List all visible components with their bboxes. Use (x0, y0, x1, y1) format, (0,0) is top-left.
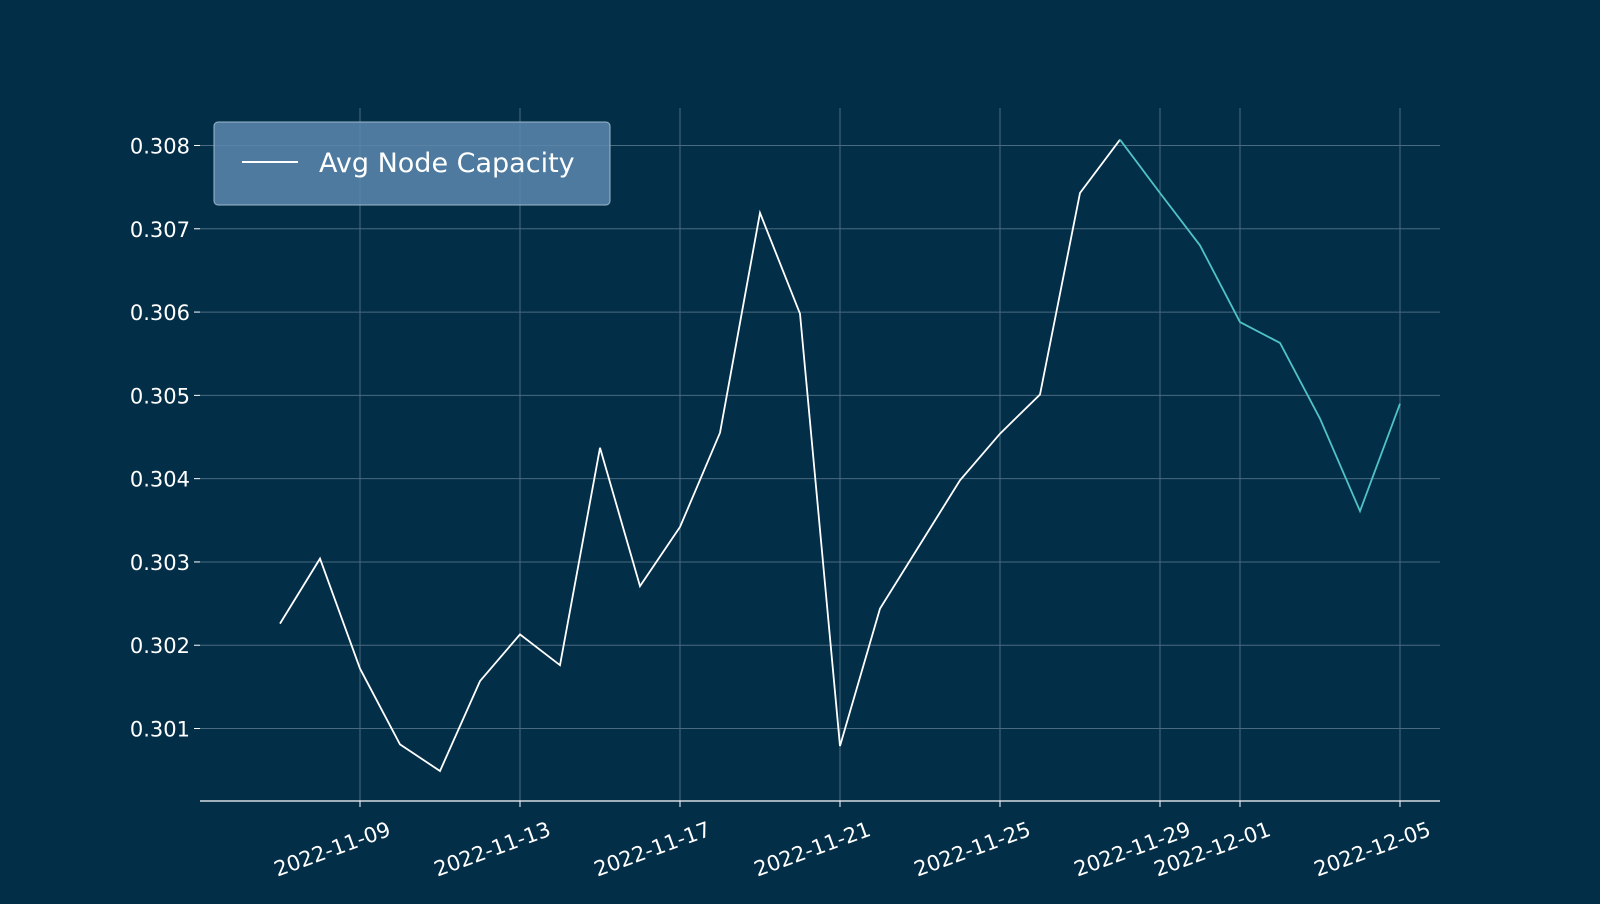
series-line-forecast[interactable] (1119, 139, 1401, 514)
legend-box (213, 121, 611, 206)
x-tick-label: 2022-11-13 (431, 817, 554, 881)
x-tick-label: 2022-11-25 (911, 817, 1034, 881)
x-tick-label: 2022-11-17 (591, 817, 714, 881)
y-tick-label: 0.308 (130, 134, 190, 158)
y-tick-label: 0.303 (130, 551, 190, 575)
y-tick-label: 0.305 (130, 384, 190, 408)
y-tick-label: 0.302 (130, 634, 190, 658)
y-tick-label: 0.301 (130, 718, 190, 742)
y-tick-label: 0.304 (130, 468, 190, 492)
y-tick-label: 0.306 (130, 301, 190, 325)
x-tick-label: 2022-11-09 (271, 817, 394, 881)
y-tick-label: 0.307 (130, 218, 190, 242)
legend[interactable]: Avg Node Capacity (213, 121, 611, 206)
legend-label: Avg Node Capacity (319, 148, 575, 179)
axes: 2022-11-09 2022-11-13 2022-11-17 2022-11-21… (130, 134, 1440, 881)
series-line-avg-node-capacity[interactable] (279, 139, 1121, 773)
series-lines (279, 139, 1401, 773)
grid (200, 108, 1440, 801)
x-tick-label: 2022-12-05 (1311, 817, 1434, 881)
x-tick-label: 2022-11-21 (751, 817, 874, 881)
